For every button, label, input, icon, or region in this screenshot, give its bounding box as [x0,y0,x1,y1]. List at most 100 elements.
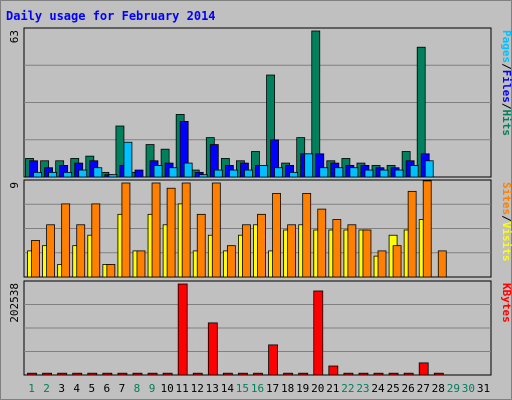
legend-label: Sites [500,182,512,215]
bar-sites-day-16 [257,213,266,278]
legend-label: / [500,215,512,222]
x-tick-label-29: 29 [447,382,460,395]
x-tick-label-8: 8 [134,382,141,395]
bar-sites-day-14 [226,245,236,278]
bar-pages-day-24 [379,169,389,178]
x-tick-label-2: 2 [43,382,50,395]
legend-label: / [500,103,512,110]
x-tick-label-14: 14 [221,382,235,395]
bar-pages-day-19 [304,153,314,178]
bar-kbytes-day-24 [373,372,384,376]
x-tick-label-4: 4 [73,382,80,395]
bar-sites-day-15 [242,224,251,278]
x-tick-label-1: 1 [28,382,35,395]
bar-kbytes-day-1 [27,372,37,376]
bar-kbytes-day-18 [283,372,294,376]
bar-sites-day-12 [196,213,206,278]
panel-visits-sites: 9 Sites/Visits [8,179,512,278]
bar-sites-day-4 [76,224,86,278]
x-tick-label-22: 22 [341,382,354,395]
bar-pages-day-5 [93,167,103,178]
bar-pages-day-17 [274,167,283,178]
bar-sites-day-20 [317,208,327,278]
bar-pages-day-3 [63,171,73,178]
x-tick-label-28: 28 [432,382,445,395]
bar-kbytes-day-2 [42,372,52,376]
legend-label: / [500,63,512,70]
bar-sites-day-5 [91,203,101,278]
bar-pages-day-2 [48,171,57,178]
x-tick-label-11: 11 [176,382,189,395]
bar-pages-day-23 [364,169,374,178]
bar-pages-day-18 [289,171,299,178]
x-axis-labels: 1 2 3 4 5 6 7 8 9 10 11 12 13 14 15 16 17 18 19 20 21 22 23 24 2… [28,382,490,395]
legend-label: Visits [500,222,512,262]
bar-pages-day-27 [424,160,434,178]
bar-kbytes-day-28 [433,372,444,376]
x-tick-label-19: 19 [296,382,309,395]
bar-sites-day-26 [407,190,417,278]
legend-kbytes: KBytes [500,283,512,323]
bar-kbytes-day-4 [72,372,83,376]
legend-label: Files [500,70,512,103]
bar-kbytes-day-20 [313,290,324,376]
x-tick-label-12: 12 [191,382,204,395]
x-tick-label-15: 15 [236,382,249,395]
bar-kbytes-day-10 [162,372,173,376]
bar-pages-day-13 [213,169,223,178]
bar-sites-day-23 [362,229,372,278]
bar-pages-day-12 [198,174,208,178]
chart-title: Daily usage for February 2014 [6,9,216,23]
panel-kbytes: 202538 KBytes [8,280,512,376]
bar-kbytes-day-14 [222,372,233,376]
x-tick-label-6: 6 [104,382,111,395]
bar-pages-day-6 [108,174,118,178]
legend-hits-files-pages: Pages/Files/Hits [500,30,512,136]
bar-sites-day-9 [151,182,161,278]
legend-label: KBytes [500,283,512,323]
bar-kbytes-day-21 [328,365,339,376]
bar-kbytes-day-26 [403,372,414,376]
x-tick-label-31: 31 [477,382,490,395]
bar-kbytes-day-3 [57,372,68,376]
bar-pages-day-20 [319,167,329,178]
legend-visits-sites: Sites/Visits [500,182,512,262]
x-tick-label-7: 7 [119,382,126,395]
bar-sites-day-21 [332,219,342,278]
bar-sites-day-22 [347,224,357,278]
y-max-label: 9 [8,182,21,189]
bar-pages-day-4 [78,169,88,178]
x-tick-label-25: 25 [386,382,399,395]
bar-kbytes-day-23 [358,372,369,376]
bar-sites-day-1 [31,240,40,278]
bar-sites-day-3 [61,203,71,278]
bar-pages-day-26 [409,165,419,178]
x-tick-label-23: 23 [356,382,369,395]
bar-pages-day-25 [394,169,404,178]
bar-sites-day-17 [272,193,281,278]
bar-pages-day-14 [228,169,238,178]
bar-sites-day-25 [392,245,402,278]
bar-sites-day-18 [287,224,297,278]
bar-pages-day-10 [168,167,178,178]
bar-sites-day-6 [106,264,116,278]
bar-kbytes-day-15 [238,372,248,376]
y-max-label: 202538 [8,283,21,323]
x-tick-label-17: 17 [266,382,279,395]
bar-kbytes-day-7 [117,372,128,376]
bar-kbytes-day-13 [207,322,218,376]
bar-kbytes-day-19 [298,372,309,376]
bar-kbytes-day-16 [253,372,263,376]
bar-sites-day-28 [437,250,447,278]
x-tick-label-18: 18 [281,382,294,395]
y-max-label: 63 [8,30,21,43]
bar-kbytes-day-11 [177,283,188,376]
bar-kbytes-day-25 [388,372,399,376]
x-tick-label-27: 27 [417,382,430,395]
x-tick-label-21: 21 [326,382,339,395]
bar-kbytes-day-5 [87,372,98,376]
bar-pages-day-22 [349,167,359,178]
x-tick-label-3: 3 [58,382,65,395]
